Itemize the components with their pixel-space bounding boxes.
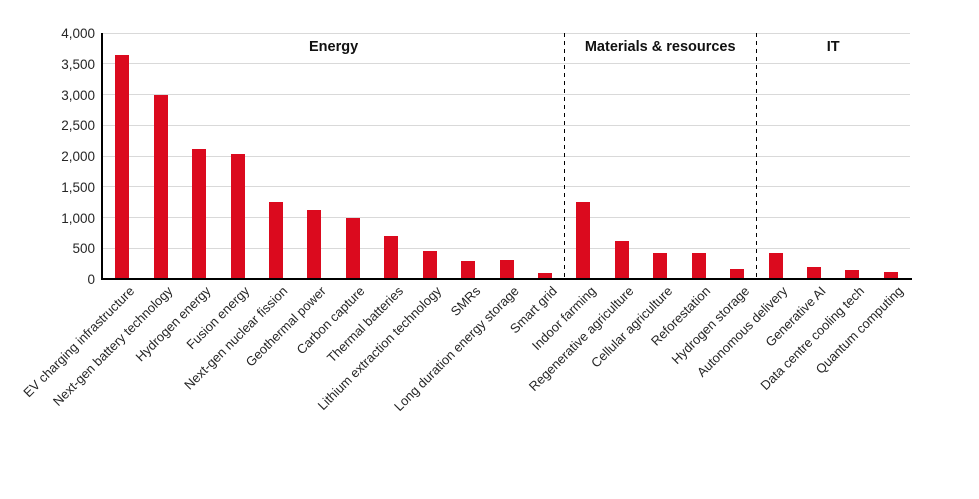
y-tick-label: 1,500 [61,179,95,195]
bar-13 [614,240,629,279]
section-header-2: IT [826,39,840,55]
y-tick-label: 2,000 [61,149,95,164]
gridline [103,247,910,249]
y-tick-label: 4,000 [61,26,95,41]
x-category-label: SMRs [447,283,483,319]
bar-9 [461,260,476,279]
bar-6 [345,217,360,279]
gridline [103,186,910,188]
x-axis-line [101,277,912,280]
bar-14 [653,253,668,279]
gridline [103,155,910,157]
y-tick-label: 3,500 [61,56,95,72]
bar-2 [192,148,207,279]
bar-15 [691,253,706,279]
y-tick-label: 2,500 [61,118,95,134]
y-axis-line [101,33,103,279]
bar-17 [768,252,783,279]
y-tick-label: 3,000 [61,87,95,103]
bar-20 [883,271,898,279]
y-tick-label: 1,000 [61,210,95,226]
bar-11 [537,272,552,279]
gridline [103,94,910,95]
gridline [103,32,910,34]
section-separator [563,33,565,279]
bar-10 [499,259,514,279]
bar-16 [730,268,745,279]
bar-4 [268,201,283,279]
bar-7 [384,235,399,279]
gridline [103,217,910,218]
y-tick-label: 0 [87,272,95,287]
bar-8 [422,250,437,279]
plot-area [103,32,910,279]
gridline [103,124,910,126]
bar-1 [153,94,168,279]
gridline [103,63,910,65]
bar-5 [307,210,322,279]
bar-19 [845,269,860,279]
y-tick-label: 500 [72,241,95,257]
bar-12 [576,202,591,279]
section-separator [755,33,757,279]
section-header-1: Materials & resources [584,39,736,55]
bar-18 [806,267,821,279]
bar-3 [230,154,245,279]
bar-0 [115,54,130,279]
section-header-0: Energy [308,39,359,55]
